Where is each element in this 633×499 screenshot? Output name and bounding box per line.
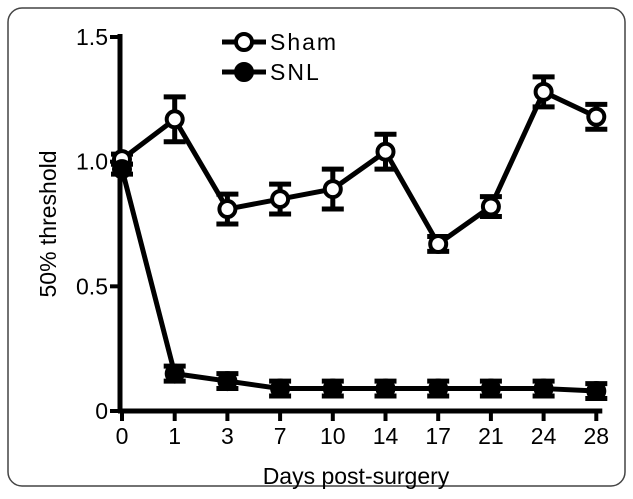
- x-tick-label: 17: [425, 423, 451, 449]
- x-tick-label: 14: [373, 423, 399, 449]
- data-point: [270, 189, 291, 210]
- x-tick-label: 10: [320, 423, 346, 449]
- y-tick-label: 0: [95, 398, 108, 424]
- y-tick-label: 0.5: [76, 273, 108, 299]
- data-point: [112, 159, 132, 180]
- x-tick-label: 7: [274, 423, 287, 449]
- y-axis-label: 50% threshold: [35, 150, 61, 297]
- legend-label: Sham: [270, 29, 338, 55]
- x-tick-label: 0: [116, 423, 129, 449]
- data-point: [586, 106, 607, 127]
- x-tick-label: 21: [478, 423, 504, 449]
- data-point: [375, 378, 396, 399]
- data-point: [375, 141, 396, 162]
- x-tick-label: 3: [221, 423, 234, 449]
- data-point: [217, 199, 238, 220]
- data-point: [164, 109, 185, 130]
- legend-marker: [234, 62, 254, 82]
- data-point: [217, 371, 238, 392]
- y-tick-label: 1.5: [76, 24, 108, 50]
- series-line: [119, 168, 597, 394]
- data-point: [480, 378, 501, 399]
- data-point: [322, 179, 343, 200]
- data-point: [428, 378, 449, 399]
- data-point: [533, 378, 554, 399]
- data-point: [270, 378, 291, 399]
- data-point: [428, 233, 449, 254]
- data-point: [586, 381, 607, 402]
- data-point: [164, 363, 185, 384]
- x-axis-label: Days post-surgery: [263, 463, 450, 489]
- data-point: [322, 378, 343, 399]
- x-tick-label: 1: [168, 423, 181, 449]
- x-tick-label: 24: [531, 423, 557, 449]
- data-point: [480, 196, 501, 217]
- x-tick-label: 28: [584, 423, 610, 449]
- series-line: [120, 89, 598, 247]
- legend-marker: [234, 32, 254, 52]
- data-point: [533, 81, 554, 102]
- frame: [7, 7, 626, 487]
- y-tick-label: 1.0: [76, 149, 108, 175]
- legend-label: SNL: [270, 59, 321, 85]
